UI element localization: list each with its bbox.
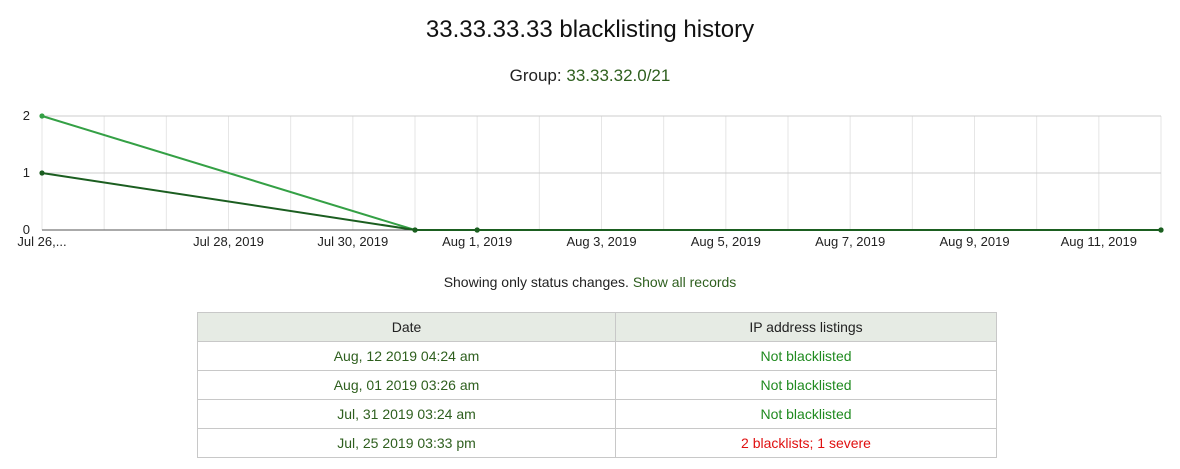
- data-point: [412, 227, 418, 233]
- show-all-records-link[interactable]: Show all records: [632, 274, 737, 290]
- chart-series: [39, 113, 1164, 233]
- table-row: Jul, 31 2019 03:24 am Not blacklisted: [197, 399, 997, 429]
- group-line: Group: 33.33.32.0/21: [0, 65, 1180, 87]
- x-tick-label: Jul 30, 2019: [317, 234, 388, 249]
- row-listing: Not blacklisted: [615, 399, 997, 429]
- row-listing: 2 blacklists; 1 severe: [615, 428, 997, 458]
- x-tick-label: Aug 9, 2019: [939, 234, 1009, 249]
- group-label: Group:: [509, 66, 562, 85]
- data-point: [474, 227, 480, 233]
- series-line-2: [41, 172, 1161, 231]
- table-header-row: Date IP address listings: [197, 312, 997, 342]
- table-row: Aug, 01 2019 03:26 am Not blacklisted: [197, 370, 997, 400]
- x-tick-label: Aug 7, 2019: [815, 234, 885, 249]
- x-tick-label: Aug 5, 2019: [691, 234, 761, 249]
- history-table: Date IP address listings Aug, 12 2019 04…: [197, 312, 997, 458]
- table-row: Aug, 12 2019 04:24 am Not blacklisted: [197, 341, 997, 371]
- blacklisting-history-chart: 0 1 2 Jul 26,... Jul 28, 2019 Jul 30, 2019 Aug…: [17, 108, 1164, 249]
- row-date: Jul, 31 2019 03:24 am: [197, 399, 616, 429]
- x-tick-label: Aug 11, 2019: [1061, 234, 1137, 249]
- column-header-date: Date: [197, 312, 616, 342]
- row-date: Aug, 01 2019 03:26 am: [197, 370, 616, 400]
- row-date: Aug, 12 2019 04:24 am: [197, 341, 616, 371]
- x-tick-label: Aug 3, 2019: [566, 234, 636, 249]
- row-listing: Not blacklisted: [615, 370, 997, 400]
- y-tick-label: 0: [23, 222, 30, 237]
- row-listing: Not blacklisted: [615, 341, 997, 371]
- y-tick-label: 1: [23, 165, 30, 180]
- data-point: [1158, 227, 1164, 233]
- y-tick-label: 2: [23, 108, 30, 123]
- status-line: Showing only status changes. Show all re…: [0, 272, 1180, 292]
- group-link[interactable]: 33.33.32.0/21: [566, 66, 671, 85]
- x-tick-label: Jul 26,...: [17, 234, 66, 249]
- x-tick-label: Jul 28, 2019: [193, 234, 264, 249]
- page-title: 33.33.33.33 blacklisting history: [425, 16, 755, 43]
- row-date: Jul, 25 2019 03:33 pm: [197, 428, 616, 458]
- column-header-listings: IP address listings: [615, 312, 997, 342]
- chart-grid: [41, 115, 1162, 231]
- chart-axes: 0 1 2 Jul 26,... Jul 28, 2019 Jul 30, 2019 Aug…: [17, 108, 1137, 249]
- data-point: [39, 170, 45, 176]
- x-tick-label: Aug 1, 2019: [442, 234, 512, 249]
- table-row: Jul, 25 2019 03:33 pm 2 blacklists; 1 se…: [197, 428, 997, 458]
- status-text: Showing only status changes.: [443, 274, 629, 290]
- data-point: [39, 113, 45, 119]
